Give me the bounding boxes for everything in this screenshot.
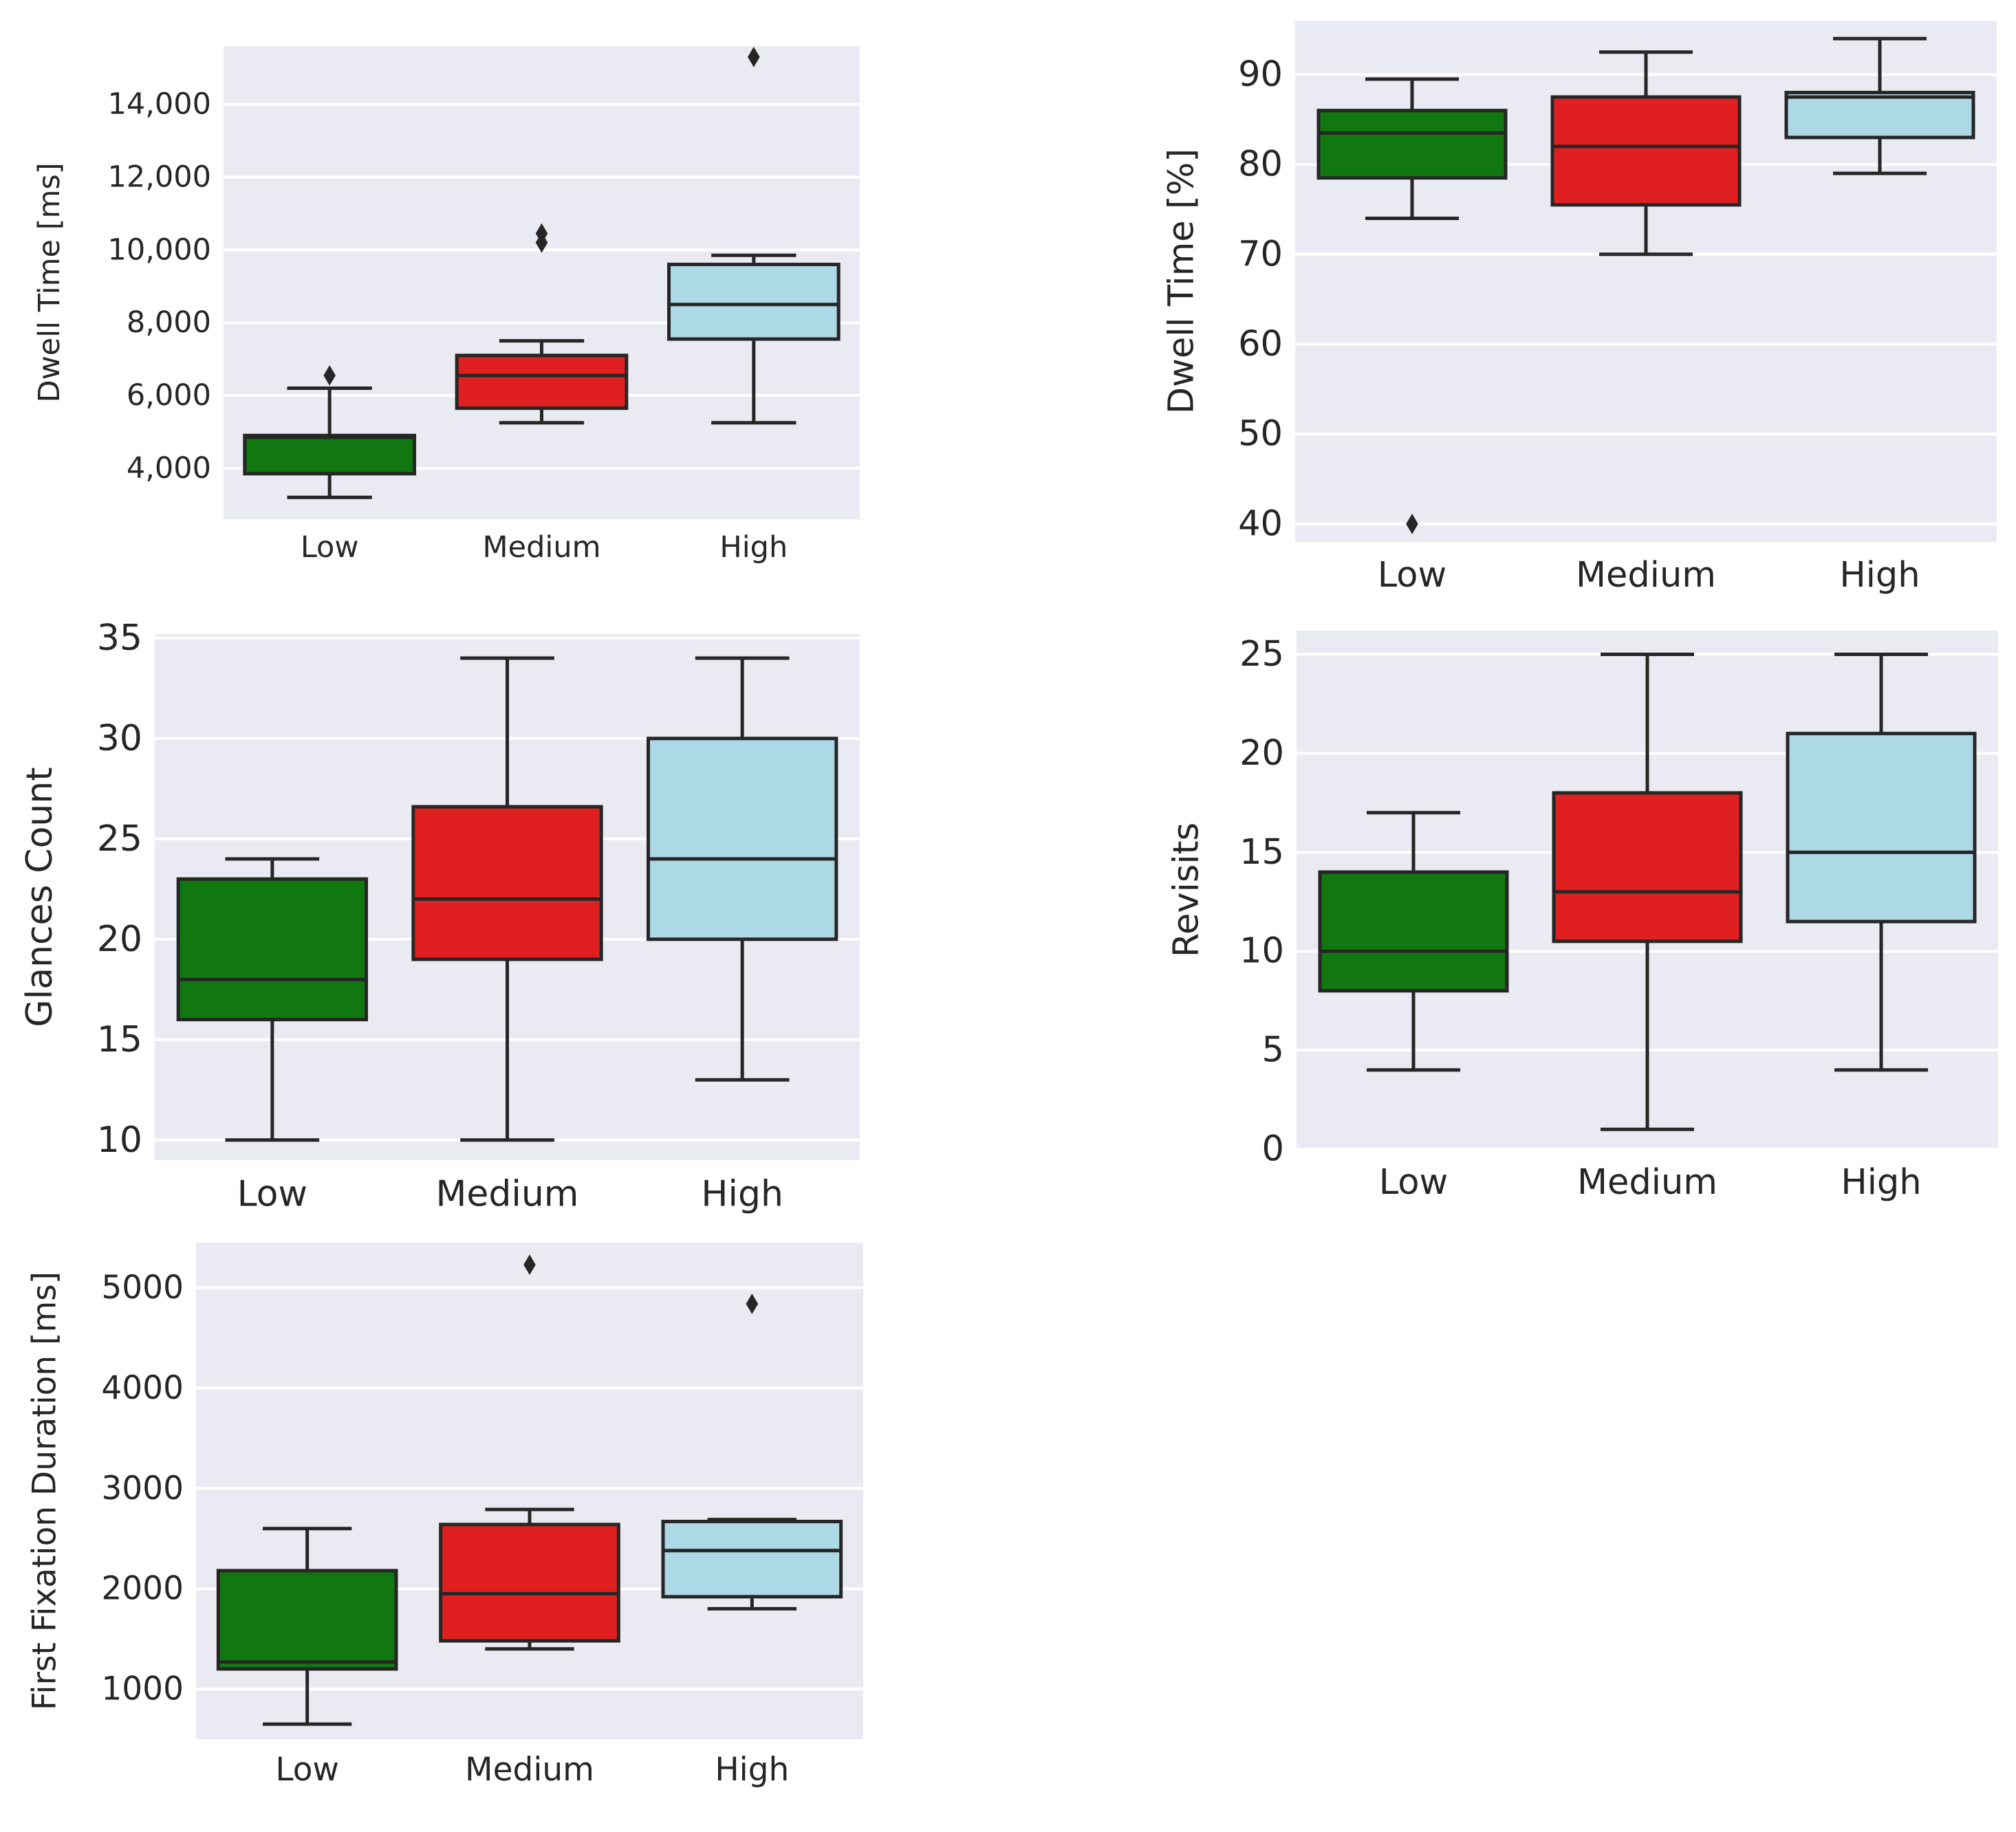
y-tick-label: 30 <box>97 718 142 759</box>
y-axis-label: Dwell Time [%] <box>1162 149 1202 414</box>
y-tick-label: 20 <box>1239 733 1284 774</box>
y-tick-label: 14,000 <box>108 87 211 122</box>
box-high <box>647 656 838 1082</box>
iqr-box <box>647 737 838 941</box>
iqr-box <box>176 877 368 1022</box>
x-tick-label: Medium <box>483 530 601 565</box>
outlier-point <box>748 47 760 67</box>
box-high <box>1786 653 1977 1072</box>
iqr-box <box>455 353 629 411</box>
chart-dwell-ms: 4,000 6,000 8,000 10,000 12,000 14,000 Dwell T… <box>32 46 860 565</box>
x-tick-label: Medium <box>1577 1162 1717 1203</box>
y-tick-label: 0 <box>1262 1129 1284 1170</box>
chart-glances: 10 15 20 25 30 35 Glances Count Low Medium High <box>19 618 860 1214</box>
y-tick-label: 1000 <box>101 1670 184 1708</box>
x-tick-label: Medium <box>1576 555 1716 596</box>
x-tick-label: Low <box>1378 555 1446 596</box>
x-tick-label: Medium <box>465 1751 594 1789</box>
y-tick-label: 60 <box>1238 324 1283 364</box>
y-tick-label: 3000 <box>101 1470 184 1507</box>
y-tick-label: 5 <box>1262 1030 1284 1071</box>
box-medium <box>455 223 629 425</box>
iqr-box <box>1784 91 1975 140</box>
x-tick-label: Medium <box>436 1173 579 1214</box>
x-tick-label: Low <box>275 1751 339 1789</box>
outlier-point <box>523 1254 536 1275</box>
y-tick-label: 5000 <box>101 1269 184 1307</box>
x-tick-label: High <box>719 530 788 565</box>
y-tick-label: 15 <box>1239 832 1284 873</box>
iqr-box <box>216 1569 398 1671</box>
box-medium <box>439 1254 620 1651</box>
y-tick-label: 35 <box>97 618 142 659</box>
box-medium <box>1550 50 1742 257</box>
x-tick-label: Low <box>1379 1162 1448 1203</box>
box-plot-grid: 4,000 6,000 8,000 10,000 12,000 14,000 Dwell T… <box>19 21 1998 1789</box>
iqr-box <box>661 1519 843 1599</box>
box-low <box>176 857 368 1142</box>
box-high <box>667 47 841 425</box>
box-medium <box>411 656 603 1142</box>
y-tick-label: 90 <box>1238 54 1283 95</box>
y-tick-label: 10,000 <box>108 232 211 267</box>
y-tick-label: 25 <box>1239 634 1284 675</box>
iqr-box <box>667 263 841 341</box>
iqr-box <box>411 805 603 961</box>
outlier-point <box>535 223 548 244</box>
y-tick-label: 4,000 <box>127 451 211 486</box>
y-tick-label: 50 <box>1238 414 1283 455</box>
y-tick-label: 20 <box>97 919 142 960</box>
box-low <box>1318 811 1509 1072</box>
y-axis-label: First Fixation Duration [ms] <box>26 1272 64 1710</box>
y-tick-label: 40 <box>1238 503 1283 544</box>
iqr-box <box>1318 870 1509 993</box>
y-tick-label: 8,000 <box>127 305 211 340</box>
box-low <box>216 1527 398 1726</box>
y-tick-label: 10 <box>97 1120 142 1161</box>
y-tick-label: 80 <box>1238 144 1283 185</box>
y-tick-label: 6,000 <box>127 378 211 413</box>
chart-first-fixation: 1000 2000 3000 4000 5000 First Fixation Durat… <box>26 1243 863 1789</box>
outlier-point <box>1406 514 1418 534</box>
box-medium <box>1552 653 1743 1131</box>
y-tick-label: 12,000 <box>108 160 211 195</box>
x-tick-label: High <box>715 1751 789 1789</box>
y-tick-label: 25 <box>97 818 142 860</box>
chart-revisits: 0 5 10 15 20 25 Revisits Low Medium High <box>1167 631 1998 1203</box>
iqr-box <box>1786 732 1977 924</box>
box-low <box>1316 77 1508 534</box>
x-tick-label: High <box>701 1173 783 1214</box>
box-low <box>243 365 417 499</box>
y-tick-label: 4000 <box>101 1369 184 1407</box>
y-axis-label: Glances Count <box>19 767 61 1027</box>
iqr-box <box>1316 109 1508 180</box>
iqr-box <box>243 433 417 476</box>
box-high <box>1784 36 1975 175</box>
x-tick-label: High <box>1839 555 1920 596</box>
outlier-point <box>746 1294 759 1314</box>
iqr-box <box>1550 95 1742 207</box>
iqr-box <box>1552 791 1743 944</box>
chart-dwell-pct: 40 50 60 70 80 90 Dwell Time [%] Low Medium High <box>1162 21 1997 596</box>
outlier-point <box>323 365 336 386</box>
y-tick-label: 15 <box>97 1019 142 1060</box>
iqr-box <box>439 1523 620 1643</box>
y-axis-label: Dwell Time [ms] <box>32 162 67 402</box>
y-tick-label: 10 <box>1239 931 1284 972</box>
y-axis-label: Revisits <box>1167 822 1207 957</box>
box-high <box>661 1294 843 1611</box>
x-tick-label: Low <box>237 1173 307 1214</box>
x-tick-label: Low <box>301 530 359 565</box>
y-tick-label: 70 <box>1238 234 1283 274</box>
x-tick-label: High <box>1841 1162 1921 1203</box>
y-tick-label: 2000 <box>101 1570 184 1608</box>
